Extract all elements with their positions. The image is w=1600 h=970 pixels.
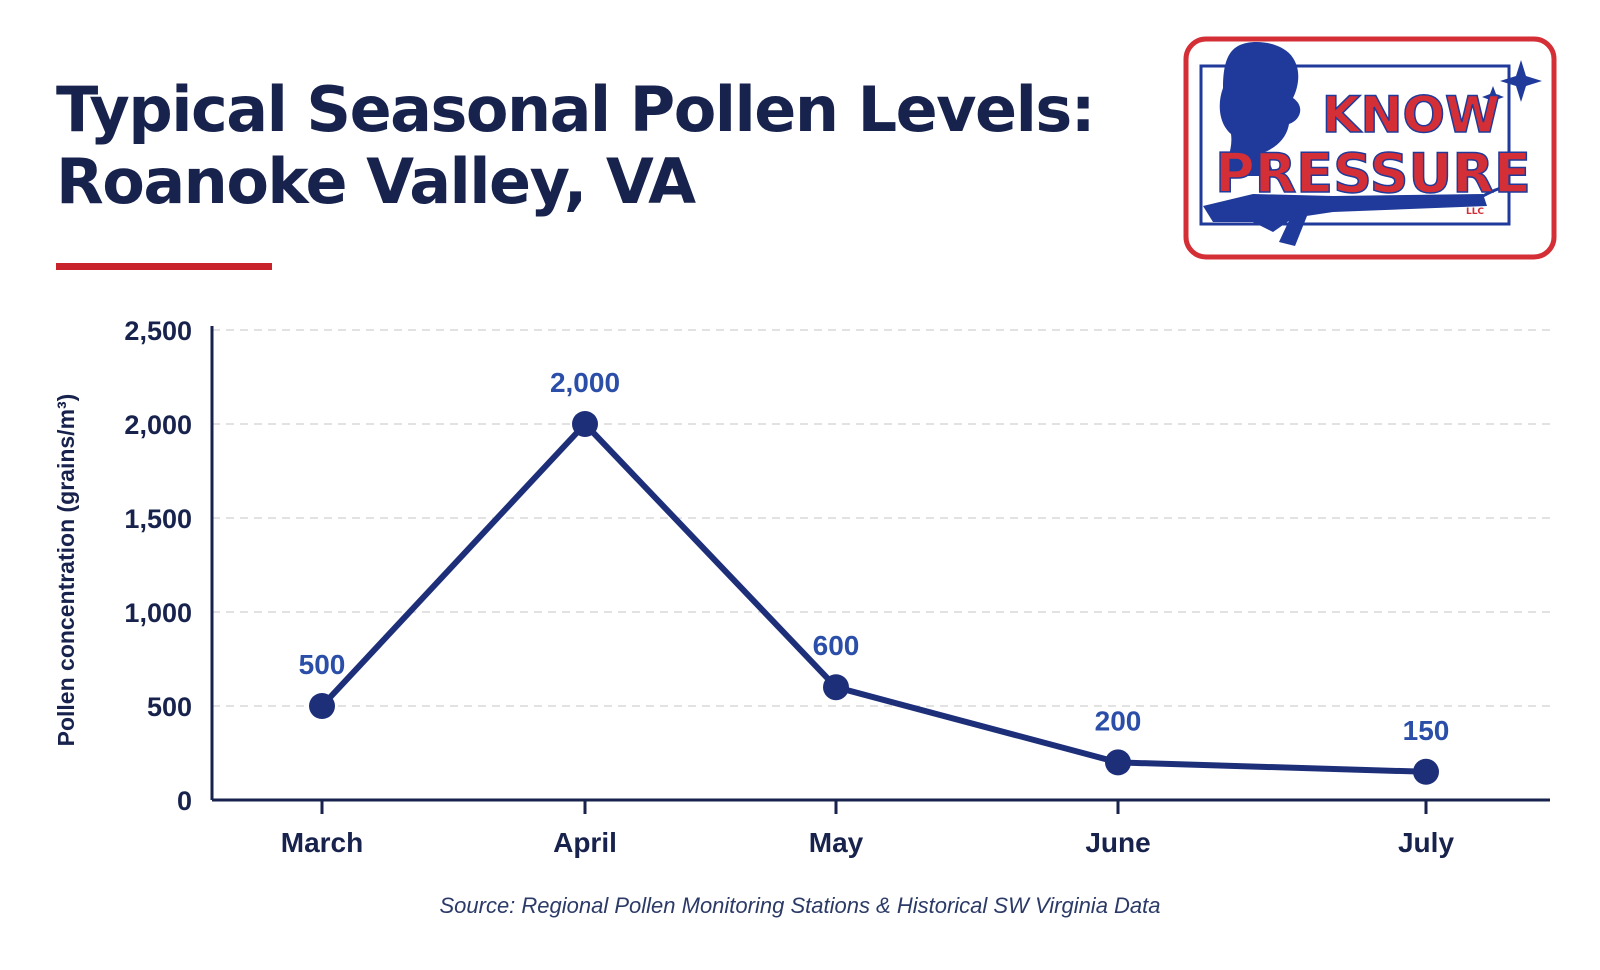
data-point xyxy=(823,674,849,701)
logo-word-pressure: PRESSURE xyxy=(1215,142,1531,205)
x-tick-label: June xyxy=(1085,827,1150,858)
y-tick-label: 1,000 xyxy=(124,598,192,628)
y-tick-label: 0 xyxy=(177,786,192,816)
series xyxy=(309,411,1439,785)
data-label: 500 xyxy=(299,649,346,680)
sparkle-small-icon xyxy=(1482,86,1504,108)
x-tick-label: April xyxy=(553,827,617,858)
y-tick-label: 500 xyxy=(147,692,192,722)
data-point xyxy=(572,411,598,437)
data-label: 600 xyxy=(813,630,860,661)
gridlines xyxy=(212,329,1550,707)
title-line-1: Typical Seasonal Pollen Levels: xyxy=(56,73,1096,146)
page-title: Typical Seasonal Pollen Levels: Roanoke … xyxy=(56,73,1096,218)
company-logo: KNOW PRESSURE LLC xyxy=(1183,36,1557,260)
data-point xyxy=(309,693,335,719)
axes: 0 500 1,000 1,500 2,000 2,500 Pollen concentra… xyxy=(53,316,1550,858)
y-tick-label: 2,500 xyxy=(124,316,192,346)
source-note: Source: Regional Pollen Monitoring Stati… xyxy=(439,893,1161,918)
labels: 500 2,000 600 200 150 xyxy=(299,367,1450,746)
data-point xyxy=(1105,749,1131,776)
data-label: 150 xyxy=(1403,715,1450,746)
y-tick-label: 2,000 xyxy=(124,410,192,440)
title-line-2: Roanoke Valley, VA xyxy=(56,144,696,218)
title-underline xyxy=(56,263,272,270)
logo-word-know: KNOW xyxy=(1322,86,1500,144)
y-tick-label: 1,500 xyxy=(124,504,192,534)
sparkle-icon xyxy=(1500,60,1542,102)
data-label: 2,000 xyxy=(550,367,620,398)
logo-suffix: LLC xyxy=(1466,207,1484,217)
x-tick-label: March xyxy=(281,827,363,858)
y-axis-title: Pollen concentration (grains/m³) xyxy=(53,394,79,747)
x-tick-label: May xyxy=(809,827,864,858)
data-label: 200 xyxy=(1095,705,1142,736)
pressure-washer-man-icon xyxy=(1219,42,1301,176)
series-line xyxy=(319,421,1429,775)
x-tick-label: July xyxy=(1398,827,1454,858)
data-point xyxy=(1413,758,1439,785)
